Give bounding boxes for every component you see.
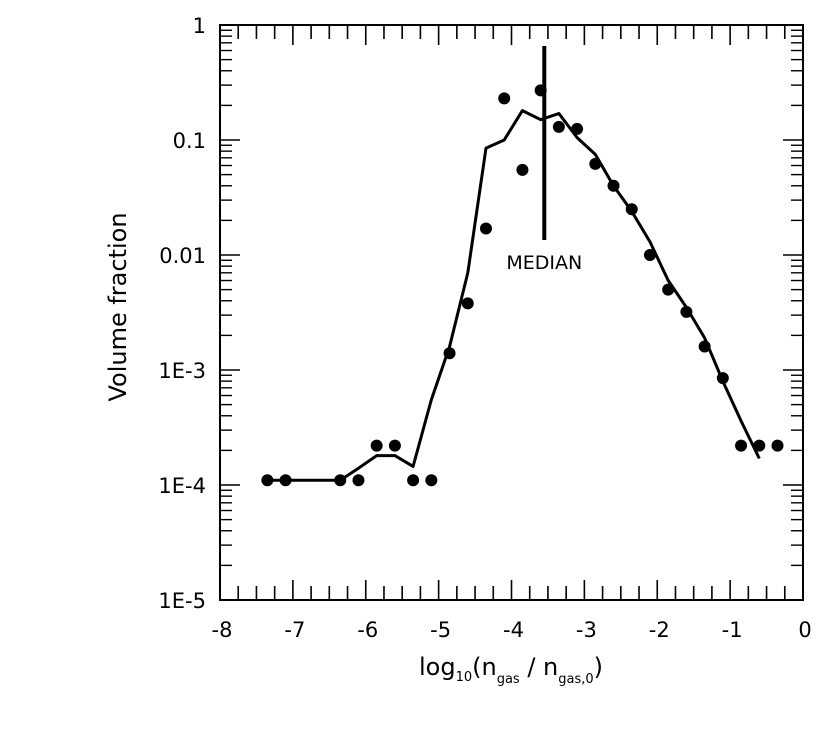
series-points bbox=[261, 84, 784, 487]
y-tick-labels: 1E-5 1E-4 1E-3 0.01 0.1 1 bbox=[158, 14, 206, 613]
y-tick-label: 0.1 bbox=[173, 129, 206, 153]
data-point bbox=[643, 249, 656, 261]
x-tick-label: -5 bbox=[430, 618, 451, 642]
y-tick-label: 0.01 bbox=[159, 244, 206, 268]
data-point bbox=[461, 297, 474, 310]
x-axis-label-main: log bbox=[419, 653, 456, 681]
x-tick-labels: -8 -7 -6 -5 -4 -3 -2 -1 0 bbox=[212, 618, 812, 642]
plot-frame bbox=[219, 24, 804, 601]
x-tick-label: 0 bbox=[798, 618, 811, 642]
x-axis-label-open: (n bbox=[472, 653, 497, 681]
y-tick-label: 1 bbox=[193, 14, 206, 38]
data-point bbox=[589, 157, 602, 170]
data-point bbox=[443, 347, 456, 360]
data-point bbox=[334, 474, 347, 487]
y-axis-label: Volume fraction bbox=[104, 212, 132, 401]
data-point bbox=[261, 474, 274, 487]
y-tick-label: 1E-5 bbox=[158, 589, 206, 613]
x-axis-label-sub: 10 bbox=[456, 670, 473, 685]
x-axis-label-mid: / n bbox=[520, 653, 559, 681]
x-axis-label: log10(ngas / ngas,0) bbox=[419, 653, 603, 687]
data-point bbox=[552, 120, 565, 133]
x-tick-label: -8 bbox=[212, 618, 233, 642]
data-point bbox=[662, 283, 675, 296]
data-point bbox=[516, 163, 529, 176]
data-point bbox=[388, 439, 401, 452]
y-tick-label: 1E-4 bbox=[158, 474, 206, 498]
data-point bbox=[716, 372, 729, 385]
x-axis-label-sub1: gas bbox=[497, 672, 520, 687]
data-point bbox=[479, 222, 492, 235]
y-tick-label: 1E-3 bbox=[158, 359, 206, 383]
data-point bbox=[607, 179, 620, 192]
data-point bbox=[407, 474, 420, 487]
data-point bbox=[352, 474, 365, 487]
median-label: MEDIAN bbox=[506, 252, 582, 274]
x-tick-label: -7 bbox=[284, 618, 305, 642]
data-point bbox=[425, 474, 438, 487]
x-tick-label: -3 bbox=[576, 618, 597, 642]
x-tick-label: -1 bbox=[722, 618, 743, 642]
x-axis-label-close: ) bbox=[594, 653, 603, 681]
data-point bbox=[625, 203, 638, 216]
x-tick-label: -2 bbox=[649, 618, 670, 642]
axis-ticks bbox=[219, 24, 804, 601]
data-point bbox=[771, 439, 784, 452]
data-point bbox=[735, 439, 748, 452]
data-point bbox=[571, 122, 584, 135]
x-axis-label-sub2: gas,0 bbox=[558, 672, 593, 687]
series-curve-line bbox=[267, 109, 761, 482]
data-point bbox=[370, 439, 383, 452]
data-point bbox=[698, 340, 711, 353]
x-tick-label: -6 bbox=[357, 618, 378, 642]
data-point bbox=[279, 474, 292, 487]
data-point bbox=[498, 92, 511, 105]
data-point bbox=[680, 305, 693, 318]
x-tick-label: -4 bbox=[503, 618, 524, 642]
data-point bbox=[753, 439, 766, 452]
